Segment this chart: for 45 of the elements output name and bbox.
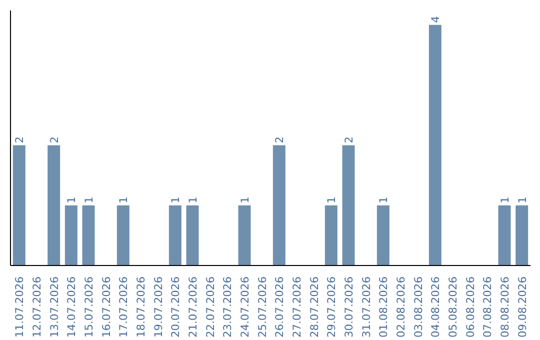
x-tick-label: 03.08.2026 [412,276,425,338]
x-tick-label: 25.07.2026 [256,276,269,338]
x-tick-label: 07.08.2026 [481,276,494,338]
x-tick-label: 24.07.2026 [238,276,252,338]
x-tick-label: 04.08.2026 [429,276,442,338]
x-tick-label: 21.07.2026 [186,276,200,338]
x-tick-label: 02.08.2026 [394,276,408,338]
data-label: 4 [429,16,442,23]
data-label: 1 [238,196,252,204]
data-label: 1 [516,196,529,204]
data-label: 1 [325,196,338,204]
x-tick-label: 06.08.2026 [464,276,477,338]
x-tick-label: 31.07.2026 [360,276,373,338]
x-tick-label: 12.07.2026 [30,276,44,338]
x-tick-label: 27.07.2026 [290,276,304,338]
data-label: 1 [82,196,96,204]
x-tick-label: 18.07.2026 [134,276,148,338]
data-label: 2 [48,136,61,144]
x-tick-label: 23.07.2026 [221,276,234,338]
x-tick-label: 01.08.2026 [377,276,390,338]
x-tick-label: 15.07.2026 [82,276,96,338]
data-label: 1 [186,196,200,204]
data-label: 1 [498,196,512,204]
x-tick-label: 28.07.2026 [308,276,321,338]
data-label: 1 [117,196,130,204]
data-label: 2 [273,136,286,144]
x-tick-label: 26.07.2026 [273,276,286,338]
x-tick-label: 30.07.2026 [342,276,356,338]
x-tick-label: 17.07.2026 [117,276,130,338]
x-tick-label: 05.08.2026 [446,276,460,338]
x-tick-label: 29.07.2026 [325,276,338,338]
x-tick-label: 22.07.2026 [204,276,217,338]
data-label: 1 [377,196,390,204]
x-tick-label: 08.08.2026 [498,276,512,338]
data-label: 2 [13,136,26,144]
x-tick-label: 13.07.2026 [48,276,61,338]
x-tick-label: 14.07.2026 [65,276,78,338]
x-tick-label: 16.07.2026 [100,276,113,338]
x-tick-label: 11.07.2026 [13,276,26,338]
x-tick-label: 19.07.2026 [152,276,165,338]
data-label: 1 [169,196,182,204]
data-label: 1 [65,196,78,204]
x-tick-label: 20.07.2026 [169,276,182,338]
x-tick-label: 09.08.2026 [516,276,529,338]
data-label: 2 [342,136,356,144]
